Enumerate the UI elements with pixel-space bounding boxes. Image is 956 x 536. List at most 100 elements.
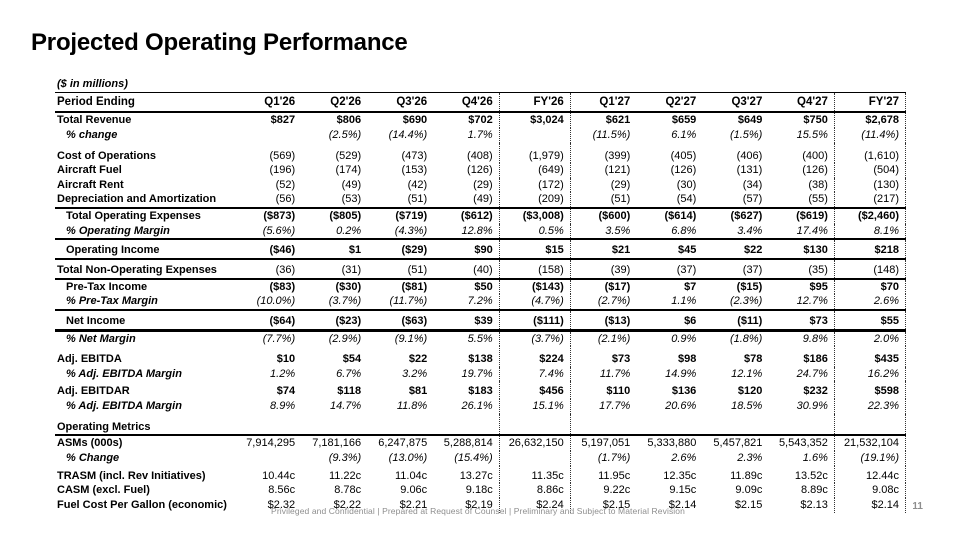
cell: 12.44c: [833, 465, 907, 484]
cell: 11.89c: [730, 469, 763, 482]
row-label: Operating Income: [55, 238, 236, 259]
cell: (10.0%): [256, 295, 296, 308]
cell: ($719): [367, 207, 434, 224]
cell: (42): [407, 178, 428, 191]
cell: $218: [833, 238, 907, 259]
cell: [433, 414, 499, 436]
cell: 7.4%: [498, 366, 571, 382]
cell: $130: [768, 238, 835, 259]
table-row: Net Income ($64) ($23) ($63) $39 ($111) ($13) $…: [55, 308, 907, 331]
table-row: Fuel Cost Per Gallon (economic) $2.32 $2.2…: [55, 497, 907, 513]
cell: $224: [498, 346, 571, 367]
cell: $21: [570, 238, 637, 259]
cell: $54: [342, 353, 362, 366]
cell: (49): [341, 178, 362, 191]
cell: 5,288,814: [433, 434, 500, 452]
cell: 19.7%: [461, 367, 493, 380]
cell: $2.13: [800, 498, 828, 511]
cell: (172): [498, 177, 571, 193]
cell: ($612): [433, 207, 500, 224]
cell: $456: [498, 381, 571, 400]
cell: $2.15: [602, 498, 631, 511]
cell: 8.56c: [268, 484, 296, 497]
table-row: Aircraft Rent (52) (49) (42) (29) (172) (29) (3…: [55, 177, 907, 193]
cell: 0.2%: [336, 224, 362, 237]
cell: ($63): [367, 308, 434, 331]
cell: ($23): [301, 308, 368, 331]
cell: (649): [498, 163, 571, 178]
cell: $232: [803, 385, 828, 398]
cell: ($627): [702, 207, 769, 224]
table-header: Period Ending Q1'26 Q2'26 Q3'26 Q4'26 FY'26 Q1…: [55, 92, 907, 114]
table-row: % change (2.5%) (14.4%) 1.7% (11.5%) 6.1% (1.5…: [55, 127, 907, 143]
cell: 11.22c: [328, 469, 362, 482]
cell: ($3,008): [498, 207, 571, 224]
cell: (29): [610, 178, 631, 191]
cell: (121): [604, 164, 631, 177]
row-label: % Operating Margin: [66, 224, 170, 237]
cell: (5.6%): [262, 224, 296, 237]
cell: (57): [742, 193, 763, 206]
table-row: % Adj. EBITDA Margin 1.2% 6.7% 3.2% 19.7% 7.4…: [55, 366, 907, 382]
cell: (126): [670, 164, 697, 177]
cell: 5,333,880: [636, 434, 703, 452]
column-header: FY'26: [498, 92, 571, 114]
cell: (2.3%): [729, 295, 763, 308]
row-label: TRASM (incl. Rev Initiatives): [57, 469, 206, 482]
cell: 2.6%: [833, 294, 907, 310]
table-row: Operating Income ($46) $1 ($29) $90 $15 $21 $45…: [55, 238, 907, 259]
cell: [498, 413, 571, 436]
table-row: % Adj. EBITDA Margin 8.9% 14.7% 11.8% 26.1% 1…: [55, 399, 907, 414]
cell: $2.19: [465, 498, 493, 511]
cell: $138: [468, 353, 493, 366]
cell: (569): [269, 149, 296, 162]
cell: $806: [336, 114, 362, 127]
table-row: ASMs (000s) 7,914,295 7,181,166 6,247,875 5,…: [55, 434, 907, 452]
row-label: Cost of Operations: [57, 149, 157, 162]
cell: $110: [606, 385, 631, 398]
column-header: Q4'27: [768, 92, 835, 114]
cell: $649: [737, 114, 763, 127]
cell: (54): [676, 193, 697, 206]
cell: 6,247,875: [367, 434, 434, 452]
cell: 5,197,051: [570, 434, 637, 452]
row-label: % Pre-Tax Margin: [66, 295, 158, 308]
cell: ($2,460): [833, 207, 907, 224]
cell: (504): [833, 163, 907, 178]
cell: [235, 414, 301, 436]
cell: 15.1%: [498, 399, 571, 414]
cell: (11.4%): [833, 127, 907, 143]
column-header: Q1'27: [570, 92, 637, 114]
cell: 16.2%: [833, 366, 907, 382]
cell: 26,632,150: [498, 434, 571, 452]
page-title: Projected Operating Performance: [31, 29, 408, 56]
cell: 11.8%: [396, 400, 428, 413]
table-row: Total Operating Expenses ($873) ($805) ($71…: [55, 207, 907, 224]
cell: (9.3%): [328, 452, 362, 465]
cell: $70: [833, 277, 907, 295]
cell: $118: [337, 385, 362, 398]
row-label: % Adj. EBITDA Margin: [66, 400, 182, 413]
cell: 11.35c: [498, 465, 571, 484]
cell: $827: [270, 114, 296, 127]
row-label: CASM (excl. Fuel): [57, 484, 150, 497]
cell: [702, 414, 768, 436]
cell: (29): [473, 178, 493, 191]
cell: 24.7%: [796, 367, 828, 380]
cell: 1.2%: [270, 367, 296, 380]
cell: 3.4%: [737, 224, 763, 237]
cell: (473): [401, 149, 428, 162]
cell: [367, 414, 433, 436]
row-label: % change: [66, 128, 118, 141]
cell: $659: [671, 114, 697, 127]
cell: 30.9%: [796, 400, 828, 413]
cell: $78: [743, 353, 763, 366]
table-row: TRASM (incl. Rev Initiatives) 10.44c 11.22…: [55, 465, 907, 484]
cell: 18.5%: [731, 400, 763, 413]
cell: (399): [604, 149, 631, 162]
cell: (408): [467, 149, 493, 162]
row-label: Aircraft Rent: [57, 178, 124, 191]
cell: $2.14: [668, 498, 697, 511]
cell: 3.5%: [605, 224, 631, 237]
cell: (39): [570, 258, 637, 279]
